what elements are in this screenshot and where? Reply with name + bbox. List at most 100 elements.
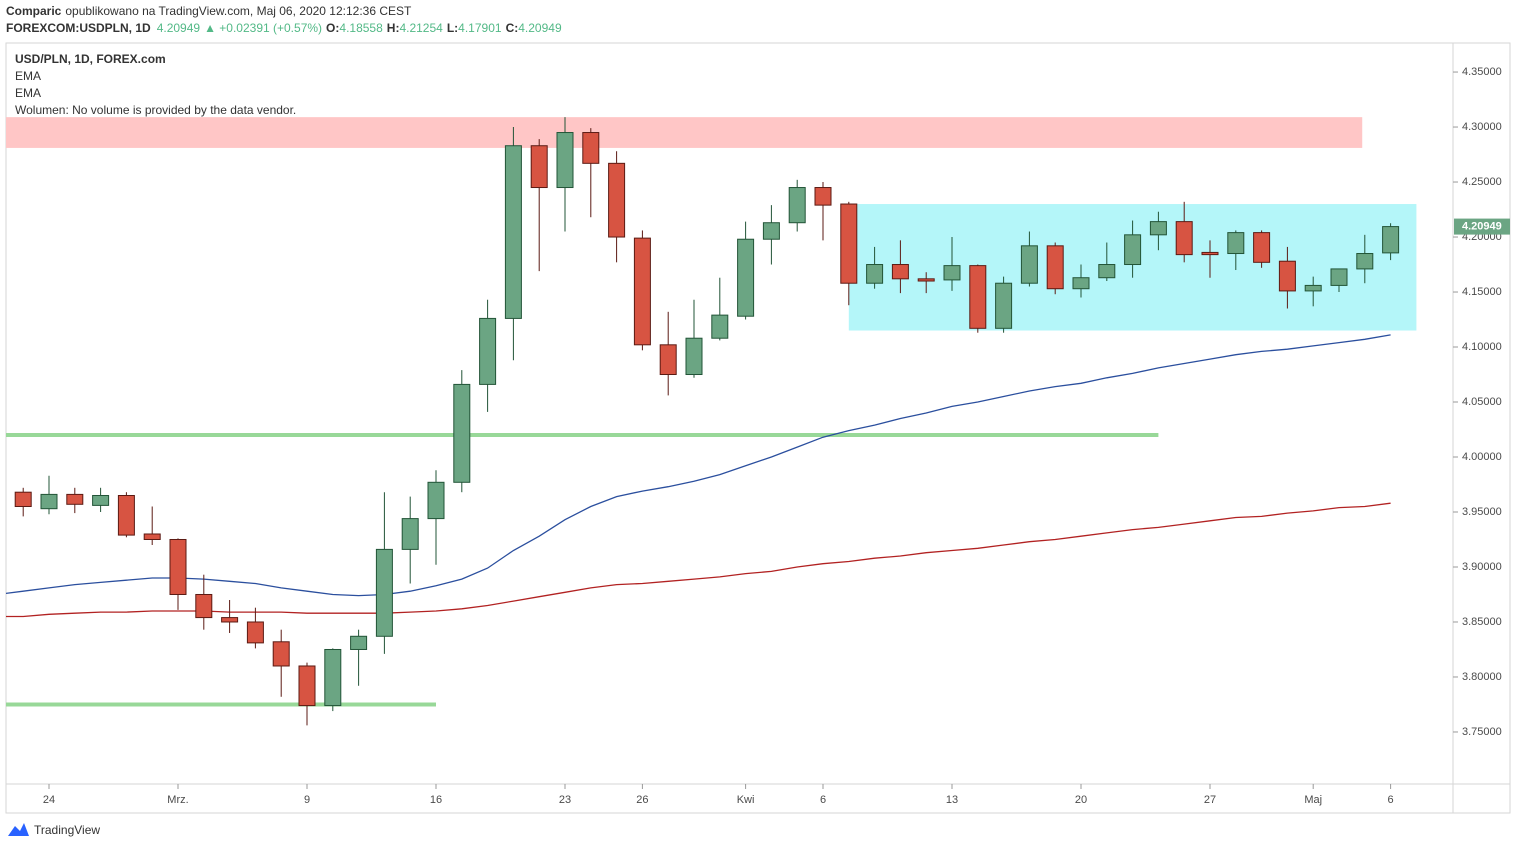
candle-body [1227,232,1245,255]
price-tag [1454,218,1510,235]
symbol: FOREXCOM:USDPLN, 1D [6,21,151,35]
candle-body [195,593,213,619]
candle-body [40,493,58,510]
y-tick-label: 4.30000 [1462,121,1502,133]
candle-body [1253,232,1271,263]
ohlc-label: O: [326,21,339,35]
candle-body [1072,277,1090,290]
candle-body [866,264,884,284]
candle-body [1020,245,1038,284]
candle-body [762,222,780,240]
ohlc-value: 4.20949 [518,21,562,35]
last-price: 4.20949 [157,21,201,35]
logo-icon [8,823,29,836]
candle-body [0,491,5,511]
candle-body [221,617,239,623]
zone [6,117,1363,148]
change: ▲ +0.02391 (+0.57%) [204,21,322,35]
y-tick-label: 4.00000 [1462,451,1502,463]
ohlc-value: 4.21254 [399,21,443,35]
candle-body [685,337,703,376]
candle-body [608,162,626,238]
x-tick-label: Mrz. [167,794,188,806]
price-tag-label: 4.20949 [1462,220,1502,232]
candle-body [272,641,290,667]
ohlc-label: C: [506,21,519,35]
candle-body [117,494,135,536]
x-tick-label: 6 [1388,794,1394,806]
y-tick-label: 4.15000 [1462,286,1502,298]
ohlc-label: H: [387,21,400,35]
x-tick-label: 26 [636,794,648,806]
candle-body [1046,245,1064,290]
candle-body [324,648,342,707]
candle-body [246,621,264,644]
candle-body [1149,221,1167,236]
x-tick-label: 9 [304,794,310,806]
ohlc-value: 4.17901 [458,21,502,35]
candle-body [814,187,832,206]
candle-body [504,145,522,319]
candle-body [943,265,961,281]
y-tick-label: 4.35000 [1462,66,1502,78]
candle-body [14,491,32,507]
y-tick-label: 3.95000 [1462,506,1502,518]
candle-body [917,278,935,282]
candle-body [1201,251,1219,256]
y-tick-label: 3.85000 [1462,616,1502,628]
candle-body [1382,226,1400,254]
published: opublikowano na TradingView.com, Maj 06,… [65,4,412,18]
header-line: FOREXCOM:USDPLN, 1D 4.20949 ▲ +0.02391 (+0… [6,21,562,35]
legend-entry: EMA [15,86,41,100]
candle-body [633,237,651,346]
y-tick-label: 4.10000 [1462,341,1502,353]
legend-note: Wolumen: No volume is provided by the da… [15,103,296,117]
candle-body [788,187,806,224]
candle-body [427,481,445,520]
ohlc-value: 4.18558 [339,21,383,35]
candle-body [1124,234,1142,266]
y-tick-label: 3.75000 [1462,726,1502,738]
candle-body [556,132,574,189]
y-tick-label: 3.90000 [1462,561,1502,573]
candle-body [479,317,497,385]
candle-body [711,314,729,339]
legend-title: USD/PLN, 1D, FOREX.com [15,52,166,66]
brand: TradingView [34,823,100,837]
candle-body [582,132,600,164]
legend-entry: EMA [15,69,41,83]
y-tick-label: 4.25000 [1462,176,1502,188]
plot-area [0,117,1417,726]
x-tick-label: Maj [1304,794,1322,806]
candle-body [995,282,1013,329]
candle-body [298,665,316,707]
candle-body [1098,264,1116,279]
candle-body [969,265,987,329]
candle-body [350,635,368,650]
candle-body [169,538,187,595]
candle-body [737,238,755,317]
x-tick-label: 13 [946,794,958,806]
candle-body [530,145,548,189]
candle-body [66,493,84,505]
x-tick-label: 23 [559,794,571,806]
y-tick-label: 3.80000 [1462,671,1502,683]
candle-body [1175,221,1193,256]
candle-body [659,344,677,376]
ema-line [6,334,1391,597]
logo: TradingView [8,823,100,837]
x-tick-label: 6 [820,794,826,806]
candle-body [375,548,393,637]
x-tick-label: 27 [1204,794,1216,806]
candle-body [453,383,471,483]
candle-body [1330,268,1348,286]
candle-body [1304,284,1322,292]
candle-body [143,533,161,540]
author: Comparic [6,4,62,18]
x-tick-label: 24 [43,794,55,806]
frame [5,42,1511,814]
x-tick-label: 20 [1075,794,1087,806]
x-tick-label: 16 [430,794,442,806]
x-tick-label: Kwi [737,794,755,806]
